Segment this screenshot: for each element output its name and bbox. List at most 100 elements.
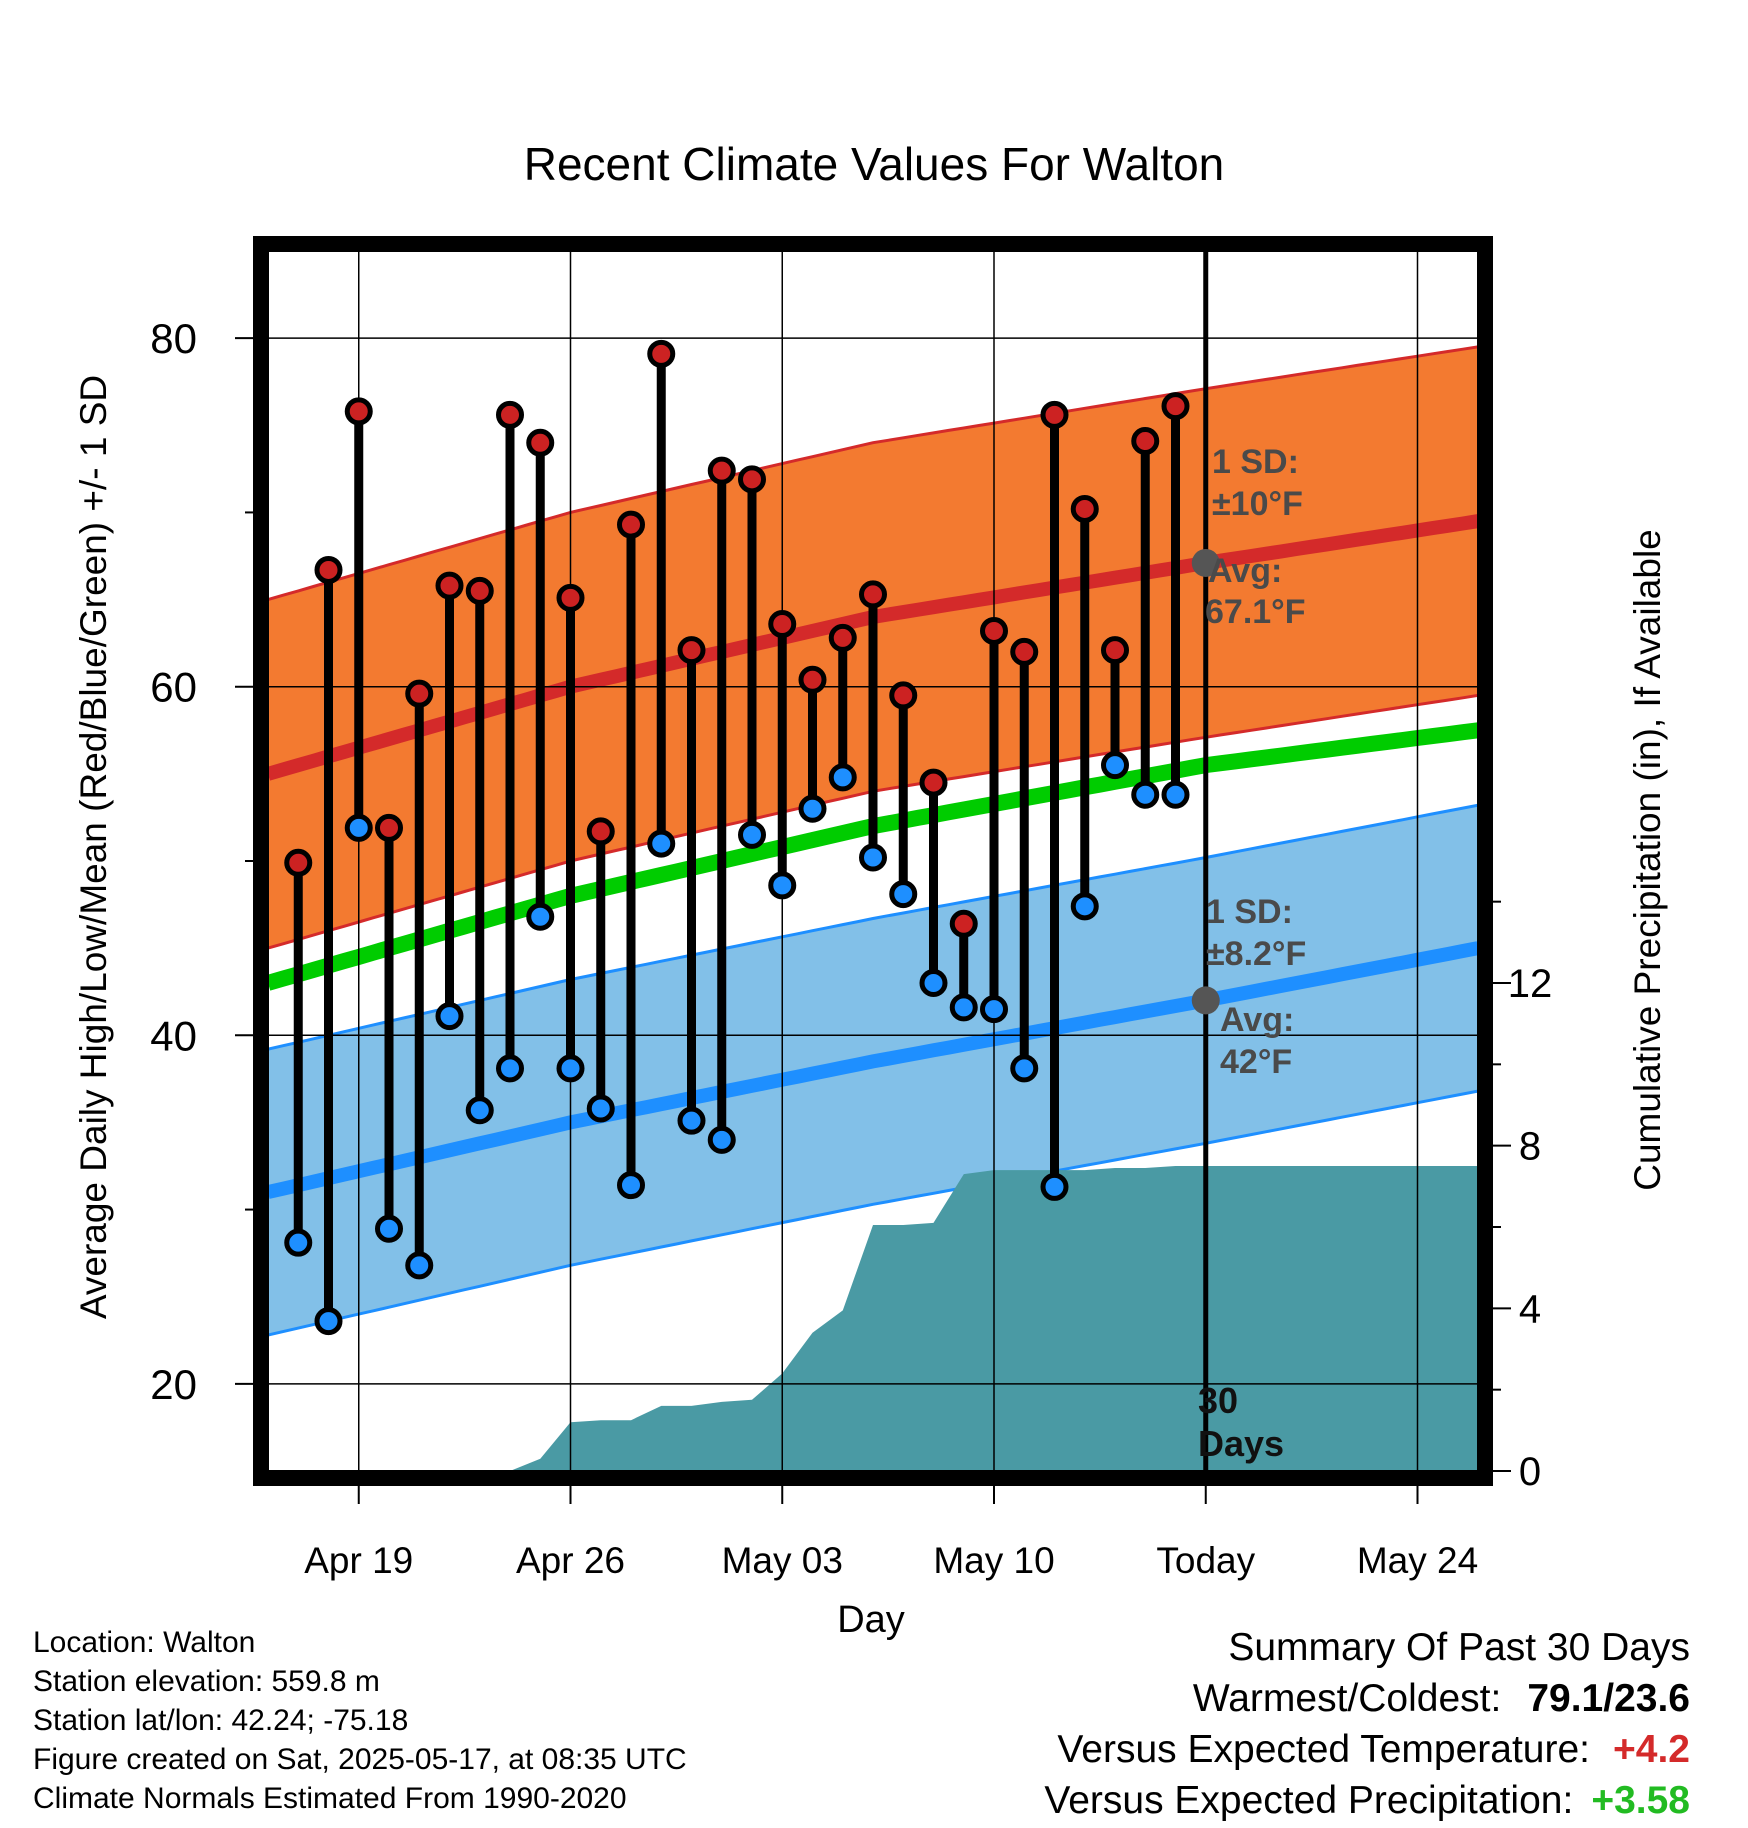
x-axis-title: Day — [837, 1599, 905, 1641]
daily-low-point — [1101, 751, 1129, 780]
latlon-text: Station lat/lon: 42.24; -75.18 — [33, 1704, 409, 1737]
daily-low-point — [496, 1054, 524, 1083]
daily-low-point — [465, 1096, 494, 1125]
low-avg-value: 42°F — [1220, 1043, 1292, 1081]
y-tick-label: 80 — [150, 315, 197, 362]
chart-title: Recent Climate Values For Walton — [524, 138, 1225, 190]
daily-low-point — [768, 871, 797, 900]
high-avg-value: 67.1°F — [1205, 593, 1306, 631]
station-info: Location: Walton Station elevation: 559.… — [33, 1623, 687, 1818]
daily-high-point — [677, 636, 706, 665]
summary-temperature: Versus Expected Temperature: +4.2 — [1044, 1724, 1690, 1775]
daily-high-point — [980, 616, 1008, 645]
high-sd-label: 1 SD: — [1212, 443, 1299, 481]
daily-low-point — [1070, 892, 1099, 921]
precip-value: +3.58 — [1591, 1779, 1690, 1822]
daily-high-point — [647, 339, 676, 368]
daily-high-point — [556, 583, 585, 612]
x-tick-label: Apr 19 — [304, 1540, 413, 1581]
high-sd-value: ±10°F — [1212, 485, 1303, 523]
daily-high-point — [344, 397, 373, 426]
y2-tick-label: 0 — [1519, 1450, 1541, 1494]
window-days-label: Days — [1198, 1423, 1284, 1464]
daily-high-point — [707, 456, 736, 485]
daily-high-point — [435, 571, 464, 600]
summary-panel: Summary Of Past 30 Days Warmest/Coldest:… — [1044, 1622, 1690, 1826]
elevation-text: Station elevation: 559.8 m — [33, 1665, 380, 1698]
high-avg-label: Avg: — [1208, 552, 1282, 590]
x-tick-label: May 10 — [933, 1540, 1054, 1581]
y2-tick-label: 8 — [1519, 1125, 1541, 1169]
x-tick-label: May 24 — [1357, 1540, 1478, 1581]
normals-text: Climate Normals Estimated From 1990-2020 — [33, 1782, 627, 1815]
daily-high-point — [1161, 392, 1190, 421]
daily-low-point — [738, 820, 766, 849]
daily-low-point — [586, 1094, 615, 1123]
daily-low-point — [1040, 1172, 1069, 1201]
temp-value: +4.2 — [1613, 1728, 1690, 1771]
daily-high-point — [798, 665, 827, 694]
daily-low-point — [526, 902, 555, 931]
daily-low-point — [828, 763, 857, 792]
cumulative-precip-area — [268, 1166, 1478, 1471]
daily-high-point — [1070, 494, 1099, 523]
summary-warmest-coldest: Warmest/Coldest: 79.1/23.6 — [1044, 1673, 1690, 1724]
daily-low-point — [435, 1002, 464, 1031]
daily-high-point — [1040, 400, 1069, 429]
daily-high-point — [526, 428, 555, 457]
location-text: Location: Walton — [33, 1626, 256, 1659]
created-text: Figure created on Sat, 2025-05-17, at 08… — [33, 1743, 687, 1776]
summary-heading: Summary Of Past 30 Days — [1228, 1626, 1690, 1669]
daily-high-point — [889, 681, 918, 710]
daily-high-point — [465, 576, 494, 605]
daily-low-point — [707, 1125, 736, 1154]
daily-high-point — [1101, 636, 1129, 665]
x-tick-label: May 03 — [722, 1540, 843, 1581]
low-band-lower-edge — [268, 1089, 1478, 1337]
low-band-upper-edge — [268, 803, 1478, 1051]
daily-low-point — [647, 829, 676, 858]
today-normal-low-marker — [1191, 986, 1220, 1015]
window-days-number: 30 — [1198, 1380, 1238, 1421]
daily-high-point — [738, 465, 766, 494]
daily-high-point — [1010, 637, 1039, 666]
low-avg-label: Avg: — [1220, 1001, 1294, 1039]
y2-tick-label: 4 — [1519, 1287, 1541, 1331]
normal-low-line — [268, 941, 1478, 1199]
daily-high-point — [1131, 426, 1160, 455]
daily-low-point — [798, 794, 827, 823]
x-tick-label: Today — [1156, 1540, 1255, 1581]
low-sd-value: ±8.2°F — [1206, 935, 1306, 973]
low-sd-label: 1 SD: — [1206, 893, 1293, 931]
daily-low-point — [375, 1214, 403, 1243]
y2-axis-title: Cumulative Precipitation (in), If Availa… — [1627, 529, 1668, 1191]
daily-low-point — [405, 1251, 434, 1280]
daily-low-point — [980, 995, 1008, 1024]
daily-low-point — [949, 993, 978, 1022]
warmest-coldest-value: 79.1/23.6 — [1527, 1677, 1690, 1720]
daily-low-point — [1131, 780, 1160, 809]
daily-high-point — [284, 848, 313, 877]
daily-low-point — [677, 1106, 706, 1135]
x-tick-label: Apr 26 — [516, 1540, 625, 1581]
summary-precipitation: Versus Expected Precipitation: +3.58 — [1044, 1775, 1690, 1826]
daily-low-point — [284, 1228, 313, 1257]
daily-low-point — [344, 813, 373, 842]
y2-tick-label: 12 — [1508, 962, 1553, 1006]
daily-low-point — [1010, 1054, 1039, 1083]
daily-low-point — [1161, 780, 1190, 809]
daily-low-point — [889, 880, 918, 909]
daily-high-point — [919, 768, 948, 797]
temp-label: Versus Expected Temperature: — [1057, 1728, 1590, 1771]
daily-low-point — [919, 969, 948, 997]
today-normal-high-marker — [1191, 548, 1220, 577]
plot-frame — [253, 236, 1493, 1486]
daily-high-point — [617, 510, 645, 539]
y-tick-label: 40 — [150, 1012, 197, 1059]
daily-high-point — [859, 580, 887, 609]
precip-label: Versus Expected Precipitation: — [1044, 1779, 1574, 1822]
daily-high-point — [375, 813, 403, 842]
daily-high-point — [828, 623, 857, 652]
